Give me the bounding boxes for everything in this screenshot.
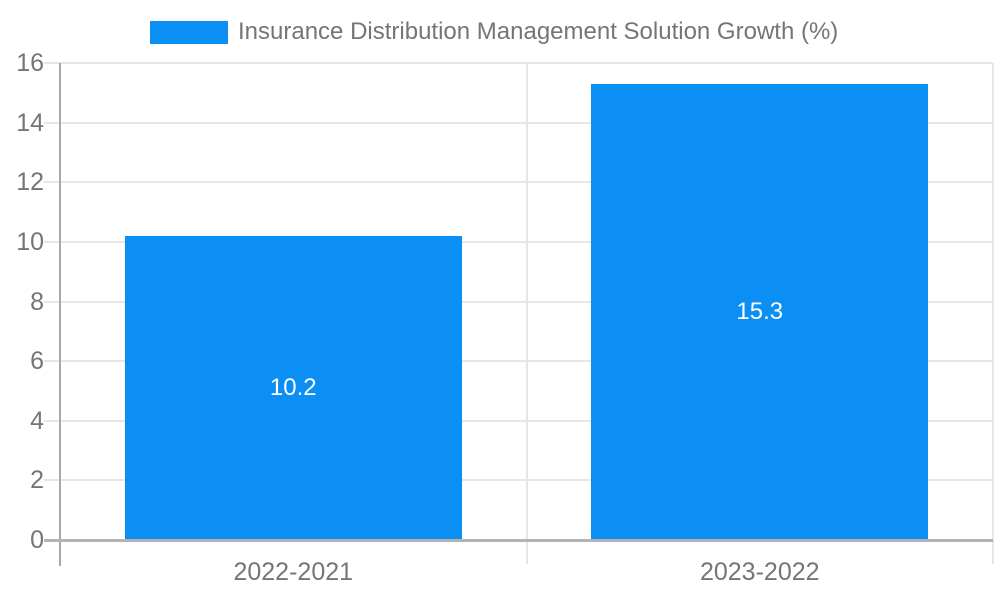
x-gridline: [992, 63, 994, 564]
y-axis-line: [59, 63, 61, 566]
bar-2023-2022: [591, 83, 929, 540]
y-axis-label: 8: [30, 287, 44, 316]
y-axis-label: 4: [30, 406, 44, 435]
legend-label: Insurance Distribution Management Soluti…: [238, 18, 839, 45]
y-axis-label: 12: [16, 168, 44, 197]
y-gridline: [44, 360, 993, 363]
y-gridline: [44, 240, 993, 243]
y-gridline: [44, 121, 993, 124]
bar-value-label: 10.2: [269, 373, 317, 401]
y-axis-label: 0: [30, 526, 44, 554]
y-gridline: [44, 181, 993, 184]
y-axis-label: 6: [30, 347, 44, 376]
y-gridline: [44, 479, 993, 482]
bar-value-label: 15.3: [736, 297, 784, 325]
x-gridline: [525, 63, 528, 564]
y-axis-label: 16: [16, 49, 44, 77]
x-axis-label: 2022-2021: [233, 558, 354, 586]
legend-swatch: [150, 20, 228, 44]
y-gridline: [44, 300, 993, 303]
legend: Insurance Distribution Management Soluti…: [150, 20, 838, 44]
x-axis-label: 2023-2022: [699, 558, 820, 586]
bar-2022-2021: [124, 235, 462, 540]
y-gridline: [44, 62, 993, 64]
y-axis-label: 14: [16, 108, 44, 137]
y-axis-label: 2: [30, 466, 44, 495]
x-axis-line: [44, 539, 993, 542]
y-axis-label: 10: [16, 227, 44, 256]
y-gridline: [44, 419, 993, 422]
